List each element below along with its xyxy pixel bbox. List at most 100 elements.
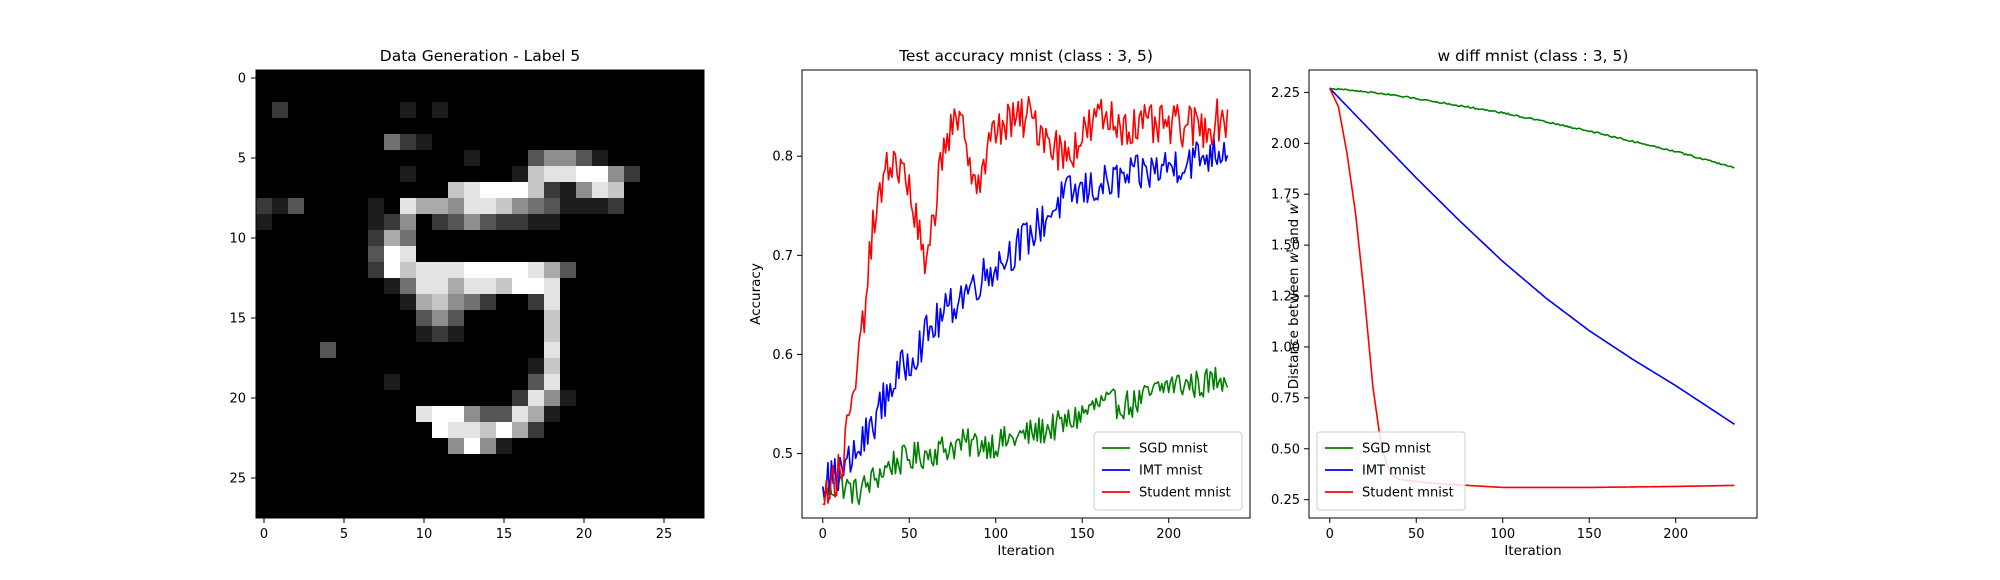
wdiff-chart-title: w diff mnist (class : 3, 5) bbox=[1438, 47, 1629, 65]
pixel bbox=[592, 326, 609, 343]
pixel bbox=[624, 150, 641, 167]
pixel bbox=[368, 294, 385, 311]
pixel bbox=[256, 502, 273, 519]
pixel bbox=[672, 358, 689, 375]
pixel bbox=[352, 342, 369, 359]
pixel bbox=[544, 86, 561, 103]
pixel bbox=[496, 166, 513, 183]
pixel bbox=[432, 230, 449, 247]
pixel bbox=[320, 230, 337, 247]
pixel bbox=[672, 198, 689, 215]
series-line-sgd-mnist bbox=[1329, 87, 1735, 169]
pixel bbox=[624, 102, 641, 119]
pixel bbox=[624, 134, 641, 151]
pixel bbox=[384, 310, 401, 327]
pixel bbox=[512, 422, 529, 439]
pixel bbox=[368, 310, 385, 327]
pixel bbox=[576, 390, 593, 407]
pixel bbox=[368, 390, 385, 407]
pixel bbox=[400, 438, 417, 455]
pixel bbox=[336, 438, 353, 455]
pixel bbox=[272, 150, 289, 167]
pixel bbox=[640, 374, 657, 391]
pixel bbox=[304, 486, 321, 503]
pixel bbox=[304, 118, 321, 135]
pixel bbox=[416, 102, 433, 119]
pixel bbox=[384, 278, 401, 295]
pixel bbox=[528, 470, 545, 487]
pixel bbox=[576, 118, 593, 135]
pixel bbox=[512, 486, 529, 503]
pixel bbox=[672, 118, 689, 135]
plot-frame bbox=[1308, 69, 1758, 519]
pixel bbox=[512, 70, 529, 87]
pixel bbox=[368, 342, 385, 359]
pixel bbox=[608, 502, 625, 519]
x-tick-label: 100 bbox=[1490, 527, 1515, 542]
pixel bbox=[448, 262, 465, 279]
pixel bbox=[272, 294, 289, 311]
pixel bbox=[576, 342, 593, 359]
pixel bbox=[592, 182, 609, 199]
pixel bbox=[368, 230, 385, 247]
pixel bbox=[656, 102, 673, 119]
pixel bbox=[272, 438, 289, 455]
y-tick-label: 1.50 bbox=[1271, 239, 1300, 254]
pixel bbox=[400, 182, 417, 199]
pixel bbox=[384, 470, 401, 487]
pixel bbox=[384, 134, 401, 151]
pixel bbox=[688, 454, 705, 471]
pixel bbox=[512, 230, 529, 247]
pixel bbox=[480, 470, 497, 487]
pixel bbox=[368, 102, 385, 119]
pixel bbox=[544, 182, 561, 199]
pixel bbox=[528, 438, 545, 455]
pixel bbox=[416, 470, 433, 487]
pixel bbox=[432, 342, 449, 359]
pixel bbox=[272, 486, 289, 503]
pixel bbox=[544, 326, 561, 343]
pixel bbox=[480, 454, 497, 471]
pixel bbox=[672, 326, 689, 343]
pixel bbox=[480, 86, 497, 103]
pixel bbox=[672, 166, 689, 183]
pixel bbox=[432, 262, 449, 279]
pixel bbox=[352, 390, 369, 407]
pixel bbox=[688, 118, 705, 135]
pixel bbox=[336, 86, 353, 103]
pixel bbox=[640, 294, 657, 311]
pixel bbox=[288, 230, 305, 247]
pixel bbox=[336, 198, 353, 215]
pixel bbox=[336, 310, 353, 327]
pixel bbox=[464, 502, 481, 519]
pixel bbox=[368, 326, 385, 343]
pixel bbox=[288, 294, 305, 311]
pixel bbox=[304, 230, 321, 247]
pixel bbox=[352, 214, 369, 231]
pixel bbox=[512, 86, 529, 103]
pixel bbox=[688, 102, 705, 119]
pixel bbox=[528, 118, 545, 135]
x-tick-label: 0 bbox=[1326, 527, 1334, 542]
pixel bbox=[256, 102, 273, 119]
pixel bbox=[464, 326, 481, 343]
pixel bbox=[288, 390, 305, 407]
pixel bbox=[496, 406, 513, 423]
pixel bbox=[496, 182, 513, 199]
pixel bbox=[688, 326, 705, 343]
pixel bbox=[656, 246, 673, 263]
pixel bbox=[496, 310, 513, 327]
pixel bbox=[576, 230, 593, 247]
pixel bbox=[528, 390, 545, 407]
pixel bbox=[320, 278, 337, 295]
pixel bbox=[672, 390, 689, 407]
y-tick-label: 0 bbox=[238, 72, 246, 87]
pixel bbox=[416, 294, 433, 311]
pixel bbox=[464, 134, 481, 151]
pixel bbox=[512, 102, 529, 119]
pixel bbox=[608, 118, 625, 135]
pixel bbox=[656, 182, 673, 199]
pixel bbox=[480, 246, 497, 263]
pixel bbox=[624, 86, 641, 103]
pixel bbox=[384, 294, 401, 311]
